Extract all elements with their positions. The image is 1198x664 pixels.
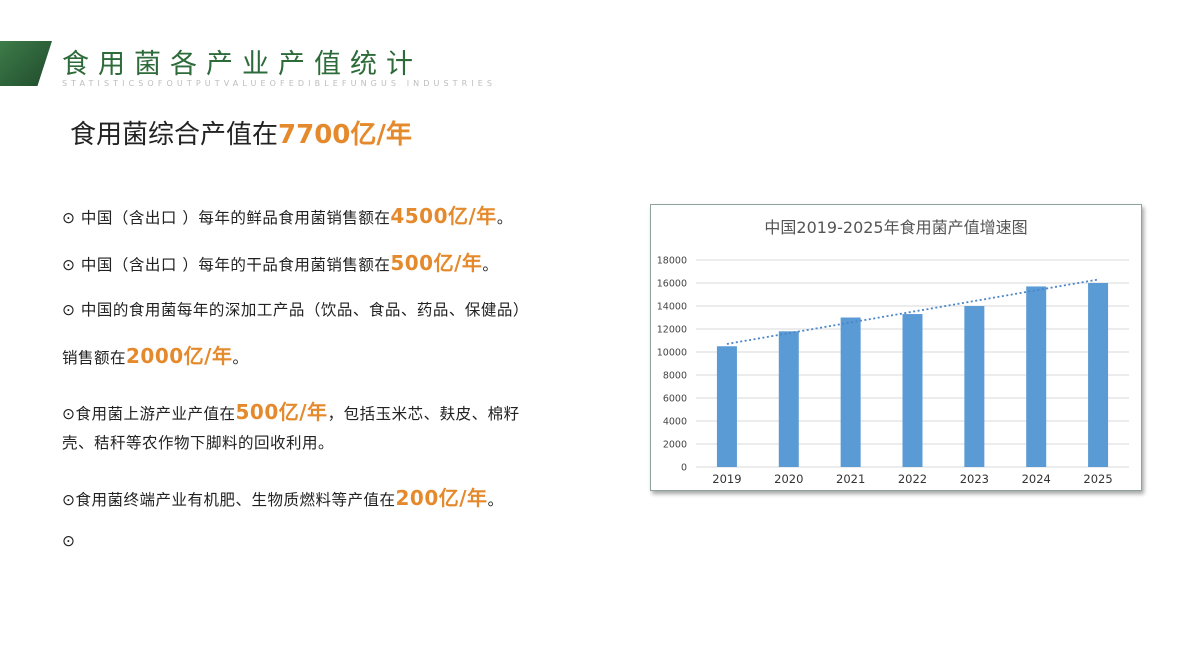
- bullet-upstream-line1: ⊙食用菌上游产业产值在500亿/年，包括玉米芯、麸皮、棉籽: [62, 396, 520, 425]
- bullet-text: ⊙ 中国（含出口 ）每年的干品食用菌销售额在: [62, 256, 391, 274]
- x-tick-label: 2021: [836, 472, 865, 486]
- bullet-upstream-line2: 壳、秸秆等农作物下脚料的回收利用。: [62, 434, 335, 452]
- y-tick-label: 16000: [657, 279, 687, 290]
- bar: [840, 317, 861, 467]
- x-tick-label: 2025: [1083, 472, 1112, 486]
- bullet-text: ⊙食用菌上游产业产值在: [62, 405, 236, 423]
- chart-title: 中国2019-2025年食用菌产值增速图: [764, 218, 1027, 237]
- y-tick-label: 18000: [657, 256, 687, 267]
- bar: [1088, 283, 1109, 467]
- bullet-value: 500亿/年: [390, 251, 483, 275]
- bullet-suffix: ，包括玉米芯、麸皮、棉籽: [327, 405, 520, 423]
- bullet-text: 销售额在: [62, 349, 127, 367]
- y-tick-label: 6000: [663, 394, 687, 405]
- headline-value: 7700亿/年: [278, 120, 412, 150]
- headline-text: 食用菌综合产值在: [70, 120, 279, 150]
- header-corner-accent: [0, 41, 52, 86]
- y-tick-label: 12000: [657, 325, 687, 336]
- bullet-fresh-sales: ⊙ 中国（含出口 ）每年的鲜品食用菌销售额在4500亿/年。: [62, 200, 513, 229]
- bullet-value: 2000亿/年: [126, 344, 233, 368]
- bullet-empty: ⊙: [62, 532, 76, 550]
- bullet-dried-sales: ⊙ 中国（含出口 ）每年的干品食用菌销售额在500亿/年。: [62, 247, 498, 276]
- y-tick-label: 10000: [657, 348, 687, 359]
- headline: 食用菌综合产值在7700亿/年: [70, 114, 412, 151]
- x-tick-label: 2020: [774, 472, 803, 486]
- bar: [1026, 286, 1047, 467]
- bullet-text: ⊙ 中国（含出口 ）每年的鲜品食用菌销售额在: [62, 209, 391, 227]
- bar: [716, 346, 737, 467]
- bullet-processing-line1: ⊙ 中国的食用菌每年的深加工产品（饮品、食品、药品、保健品）: [62, 301, 529, 319]
- chart-svg: 中国2019-2025年食用菌产值增速图 0 2000 4000 6000 8000 10…: [657, 218, 1129, 486]
- bullet-value: 200亿/年: [395, 486, 488, 510]
- bar: [902, 314, 923, 467]
- page-title: 食用菌各产业产值统计: [62, 49, 422, 80]
- bullet-suffix: 。: [232, 349, 249, 367]
- growth-chart: 中国2019-2025年食用菌产值增速图 0 2000 4000 6000 8000 10…: [650, 204, 1142, 491]
- y-tick-label: 2000: [663, 440, 687, 451]
- y-tick-label: 4000: [663, 417, 687, 428]
- y-tick-label: 0: [681, 463, 687, 474]
- bullet-suffix: 。: [482, 256, 499, 274]
- x-tick-label: 2019: [712, 472, 741, 486]
- y-tick-label: 14000: [657, 302, 687, 313]
- bar: [778, 331, 799, 467]
- bullet-value: 4500亿/年: [390, 204, 497, 228]
- x-tick-label: 2022: [898, 472, 927, 486]
- y-tick-label: 8000: [663, 371, 687, 382]
- bullet-terminal: ⊙食用菌终端产业有机肥、生物质燃料等产值在200亿/年。: [62, 482, 504, 511]
- bullet-suffix: 。: [487, 491, 504, 509]
- x-tick-label: 2024: [1022, 472, 1051, 486]
- bullet-suffix: 。: [496, 209, 513, 227]
- x-tick-label: 2023: [960, 472, 989, 486]
- bullet-value: 500亿/年: [235, 400, 328, 424]
- bullet-processing-line2: 销售额在2000亿/年。: [62, 340, 249, 369]
- page-subtitle: STATISTICSOFOUTPUTVALUEOFEDIBLEFUNGUS IN…: [62, 79, 497, 88]
- bullet-text: ⊙食用菌终端产业有机肥、生物质燃料等产值在: [62, 491, 396, 509]
- bar: [964, 306, 985, 467]
